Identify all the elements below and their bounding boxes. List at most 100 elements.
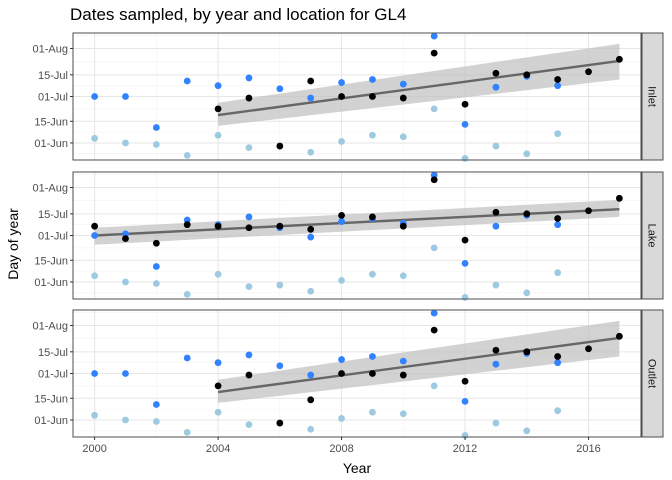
y-tick-label: 01-Jun — [34, 138, 68, 150]
point-blue — [91, 93, 99, 100]
facet-strip-label: Inlet — [646, 86, 658, 107]
point-blue — [122, 93, 129, 100]
point-blue — [152, 124, 160, 131]
point-light-blue — [307, 148, 315, 156]
point-light-blue — [338, 277, 345, 284]
facet-strip-label: Outlet — [646, 359, 658, 388]
point-blue — [245, 351, 253, 359]
point-black — [585, 68, 592, 76]
trend-line — [94, 207, 620, 237]
facet-strip — [641, 32, 664, 161]
point-black — [523, 210, 531, 218]
point-light-blue — [430, 382, 438, 390]
x-tick-label: 2004 — [206, 443, 230, 455]
x-tick-label: 2000 — [82, 443, 106, 455]
x-tick-label: 2012 — [453, 443, 477, 455]
point-light-blue — [91, 134, 99, 142]
confidence-ribbon — [218, 320, 620, 403]
point-light-blue — [554, 269, 562, 277]
point-blue — [369, 76, 376, 83]
point-black — [338, 211, 345, 219]
y-tick-label: 15-Jun — [34, 116, 68, 128]
point-light-blue — [369, 131, 376, 139]
point-light-blue — [245, 144, 253, 152]
point-light-blue — [307, 425, 315, 433]
point-light-blue — [492, 281, 500, 289]
point-blue — [430, 171, 438, 179]
trend-line — [217, 336, 620, 394]
y-tick-label: 15-Jun — [34, 255, 68, 267]
point-blue — [183, 354, 191, 362]
point-blue — [183, 216, 191, 224]
point-light-blue — [554, 130, 562, 138]
point-blue — [492, 222, 500, 230]
point-light-blue — [122, 139, 129, 147]
point-blue — [492, 360, 500, 368]
point-light-blue — [492, 142, 500, 150]
point-black — [307, 396, 315, 404]
point-light-blue — [183, 290, 191, 298]
point-light-blue — [369, 270, 376, 278]
point-light-blue — [430, 105, 438, 113]
point-black — [369, 93, 376, 100]
y-tick-label: 15-Jun — [34, 393, 68, 405]
point-blue — [554, 359, 562, 367]
y-tick-label: 01-Aug — [33, 182, 68, 194]
point-blue — [554, 221, 562, 229]
point-black — [245, 224, 253, 232]
y-tick-label: 15-Jul — [38, 70, 68, 82]
point-black — [615, 55, 623, 63]
point-black — [152, 239, 160, 247]
point-black — [492, 346, 500, 354]
point-light-blue — [461, 294, 469, 301]
point-black — [492, 208, 500, 216]
point-blue — [492, 83, 500, 91]
point-blue — [91, 232, 99, 239]
point-blue — [276, 85, 284, 93]
point-black — [214, 105, 222, 113]
point-black — [369, 370, 376, 377]
y-tick-label: 01-Jul — [38, 369, 68, 381]
point-light-blue — [523, 150, 531, 158]
point-black — [214, 382, 222, 390]
point-black — [91, 222, 99, 230]
point-blue — [430, 32, 438, 40]
point-blue — [461, 259, 469, 267]
point-light-blue — [245, 283, 253, 291]
panel-inlet: 01-Jun 15-Jun 01-Jul 15-Jul 01-Aug Inlet — [33, 32, 664, 162]
point-black — [276, 142, 284, 150]
point-blue — [307, 371, 315, 379]
point-blue — [152, 401, 160, 408]
point-black — [183, 221, 191, 229]
point-light-blue — [338, 138, 345, 145]
point-black — [399, 94, 407, 102]
x-axis-title: Year — [343, 460, 372, 476]
point-black — [399, 371, 407, 379]
point-blue — [399, 357, 407, 365]
point-black — [523, 348, 531, 356]
point-blue — [461, 120, 469, 128]
x-tick-label: 2008 — [329, 443, 353, 455]
point-black — [461, 236, 469, 244]
point-blue — [245, 74, 253, 82]
point-blue — [214, 82, 222, 90]
panel-lake: 01-Jun 15-Jun 01-Jul 15-Jul 01-Aug Lake — [33, 171, 664, 301]
point-black — [492, 69, 500, 77]
point-light-blue — [399, 133, 407, 141]
point-light-blue — [183, 151, 191, 159]
point-blue — [122, 370, 129, 377]
point-blue — [122, 230, 129, 238]
point-light-blue — [122, 416, 129, 424]
point-blue — [152, 263, 160, 270]
confidence-ribbon — [218, 43, 620, 126]
point-light-blue — [152, 418, 160, 425]
point-black — [585, 207, 592, 215]
facet-strip — [641, 309, 664, 438]
point-black — [585, 345, 592, 353]
point-black — [461, 100, 469, 108]
point-light-blue — [369, 408, 376, 416]
point-blue — [461, 397, 469, 405]
point-black — [245, 94, 253, 102]
y-tick-label: 15-Jul — [38, 347, 68, 359]
y-tick-label: 01-Jul — [38, 231, 68, 243]
